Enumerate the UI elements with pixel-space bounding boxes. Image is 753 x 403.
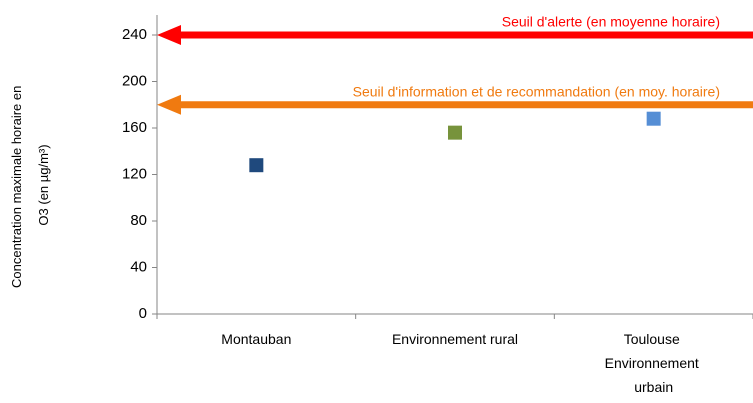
y-tick-label: 40 — [130, 258, 147, 275]
threshold-arrowhead — [157, 94, 181, 115]
y-tick-label: 0 — [139, 305, 147, 322]
threshold-arrowhead — [157, 25, 181, 45]
marker — [646, 111, 661, 126]
marker — [448, 125, 462, 140]
y-tick-label: 240 — [122, 26, 147, 43]
y-tick-label: 120 — [122, 165, 147, 182]
y-tick-label: 160 — [122, 119, 147, 136]
threshold-label: Seuil d'alerte (en moyenne horaire) — [502, 14, 720, 30]
x-tick-label: Montauban — [221, 331, 291, 347]
y-axis-label: Concentration maximale horaire en O3 (en… — [9, 82, 51, 288]
x-tick-label: Environnement rural — [392, 331, 518, 347]
y-tick-label: 80 — [130, 212, 147, 229]
threshold-label: Seuil d'information et de recommandation… — [353, 83, 720, 99]
marker — [249, 158, 264, 173]
x-tick-label: Toulouse Environnement urbain — [605, 331, 703, 395]
y-tick-label: 200 — [122, 72, 147, 89]
